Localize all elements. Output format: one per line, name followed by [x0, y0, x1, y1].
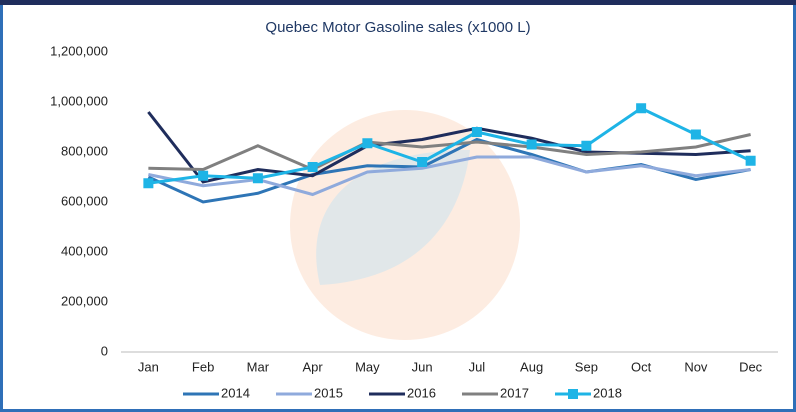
- legend-label: 2015: [314, 385, 343, 400]
- point-marker: [198, 171, 208, 181]
- point-marker: [746, 156, 756, 166]
- legend-marker: [568, 389, 578, 399]
- y-tick-label: 0: [101, 343, 108, 358]
- point-marker: [691, 130, 701, 140]
- y-tick-label: 800,000: [61, 143, 108, 158]
- point-marker: [472, 127, 482, 137]
- x-tick-label: Oct: [631, 359, 652, 374]
- x-tick-label: Jun: [412, 359, 433, 374]
- y-tick-label: 200,000: [61, 293, 108, 308]
- y-tick-label: 1,200,000: [50, 43, 108, 58]
- point-marker: [636, 103, 646, 113]
- x-tick-label: Jan: [138, 359, 159, 374]
- legend-label: 2018: [593, 385, 622, 400]
- x-tick-label: Dec: [739, 359, 763, 374]
- point-marker: [308, 162, 318, 172]
- x-tick-label: Aug: [520, 359, 543, 374]
- top-bar: [0, 0, 796, 5]
- y-tick-label: 600,000: [61, 193, 108, 208]
- x-tick-label: Apr: [303, 359, 324, 374]
- point-marker: [527, 140, 537, 150]
- point-marker: [362, 138, 372, 148]
- point-marker: [417, 157, 427, 167]
- y-tick-label: 400,000: [61, 243, 108, 258]
- x-tick-label: Jul: [469, 359, 486, 374]
- x-tick-label: Mar: [247, 359, 270, 374]
- legend-label: 2014: [221, 385, 250, 400]
- x-tick-label: Feb: [192, 359, 214, 374]
- legend-label: 2017: [500, 385, 529, 400]
- chart-title: Quebec Motor Gasoline sales (x1000 L): [265, 19, 530, 36]
- chart: Quebec Motor Gasoline sales (x1000 L) 0 2…: [0, 0, 796, 412]
- point-marker: [581, 141, 591, 151]
- x-tick-label: May: [355, 359, 380, 374]
- legend-label: 2016: [407, 385, 436, 400]
- x-tick-label: Nov: [684, 359, 708, 374]
- point-marker: [143, 178, 153, 188]
- y-tick-label: 1,000,000: [50, 93, 108, 108]
- x-tick-label: Sep: [575, 359, 598, 374]
- point-marker: [253, 173, 263, 183]
